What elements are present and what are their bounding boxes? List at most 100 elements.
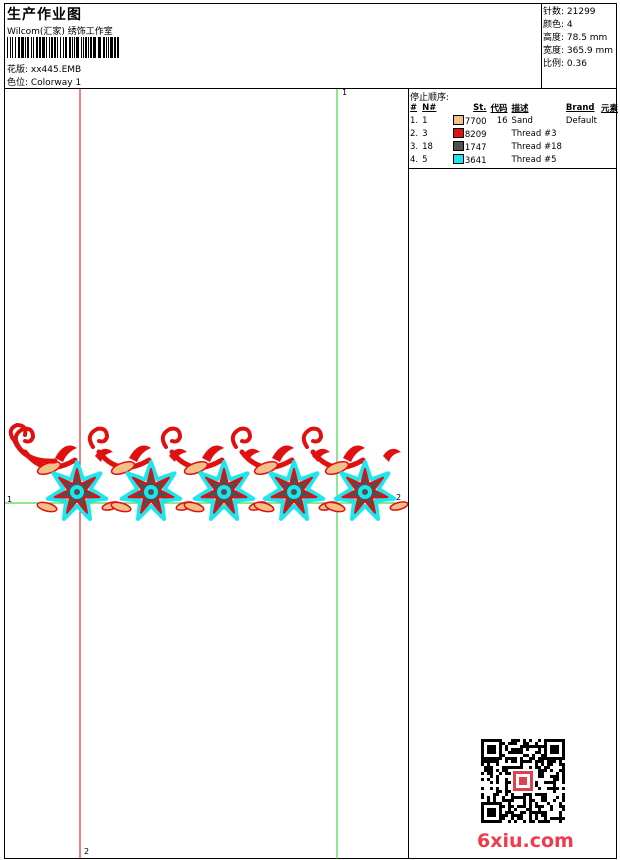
qr-module <box>550 760 553 763</box>
qr-module <box>538 745 541 748</box>
barcode-bar <box>33 37 34 58</box>
print-frame <box>4 3 617 859</box>
qr-module <box>502 799 505 802</box>
qr-module <box>544 766 547 769</box>
qr-module <box>502 805 505 808</box>
qr-module <box>499 790 502 793</box>
qr-module <box>496 763 499 766</box>
thread-code: 7700 <box>464 116 487 127</box>
qr-module <box>562 805 565 808</box>
qr-code[interactable] <box>481 739 565 823</box>
qr-module <box>550 787 553 790</box>
thread-table: # N# St. 代码 描述 Brand 元素 1. 1 7700 16 Sand Def… <box>408 101 620 166</box>
row-needle: 18 <box>422 141 433 152</box>
guide-label-left: 1 <box>7 495 13 504</box>
qr-module <box>487 760 490 763</box>
lower-leaf <box>389 501 408 511</box>
qr-module <box>520 766 523 769</box>
row-index: 4. <box>410 154 419 165</box>
qr-module <box>514 820 517 823</box>
qr-module <box>541 760 544 763</box>
qr-module <box>505 787 508 790</box>
barcode-bar <box>54 37 56 58</box>
qr-module <box>559 805 562 808</box>
qr-module <box>553 760 556 763</box>
color-count: 颜色: 4 <box>543 20 573 30</box>
qr-module <box>532 820 535 823</box>
row-stitches <box>489 153 510 166</box>
row-index: 1. <box>410 115 419 126</box>
barcode-bar <box>108 37 109 58</box>
qr-module <box>520 748 523 751</box>
row-brand: Default <box>565 115 597 126</box>
qr-module <box>511 817 514 820</box>
qr-module <box>505 814 508 817</box>
row-description: Thread #3 <box>511 128 557 139</box>
qr-module <box>559 817 562 820</box>
qr-module <box>544 817 547 820</box>
qr-module <box>541 757 544 760</box>
qr-module <box>523 760 526 763</box>
thread-swatch <box>452 140 464 151</box>
qr-module <box>511 760 514 763</box>
qr-module <box>556 796 559 799</box>
qr-module <box>562 775 565 778</box>
sand-leaf <box>253 461 279 475</box>
qr-module <box>511 796 514 799</box>
barcode-bar <box>85 37 87 58</box>
curl-scroll <box>13 426 36 449</box>
qr-module <box>505 811 508 814</box>
barcode-bar <box>7 37 8 58</box>
studio-name: Wilcom(汇家) 绣饰工作室 <box>7 27 113 37</box>
qr-module <box>535 802 538 805</box>
barcode-bar <box>117 37 119 58</box>
qr-module <box>508 820 511 823</box>
qr-module <box>496 769 499 772</box>
design-stats: 针数: 21299 颜色: 4 高度: 78.5 mm 宽度: 365.9 mm… <box>543 6 613 71</box>
qr-module <box>523 820 526 823</box>
qr-module <box>535 805 538 808</box>
qr-module <box>514 742 517 745</box>
qr-module <box>562 766 565 769</box>
watermark-logo[interactable]: 6xiu.com <box>477 830 574 852</box>
qr-module <box>553 775 556 778</box>
flower-core <box>362 489 368 495</box>
qr-module <box>535 766 538 769</box>
qr-module <box>526 808 529 811</box>
qr-module <box>544 769 547 772</box>
qr-module <box>559 763 562 766</box>
qr-module <box>496 787 499 790</box>
qr-module <box>529 802 532 805</box>
qr-module <box>508 802 511 805</box>
qr-module <box>514 766 517 769</box>
qr-module <box>553 817 556 820</box>
qr-module <box>529 805 532 808</box>
curl-scroll <box>230 426 253 449</box>
qr-module <box>559 769 562 772</box>
barcode-bar <box>21 37 24 58</box>
qr-module <box>508 781 511 784</box>
design-canvas <box>5 89 408 859</box>
qr-module <box>529 814 532 817</box>
qr-logo-mark <box>519 777 527 785</box>
red-leaf-top <box>343 445 365 462</box>
qr-module <box>505 745 508 748</box>
row-needle: 1 <box>422 115 428 126</box>
curl-scroll <box>160 426 183 449</box>
qr-module <box>541 772 544 775</box>
barcode-bar <box>81 37 82 58</box>
barcode-bar <box>90 37 92 58</box>
qr-module <box>538 766 541 769</box>
barcode-bar <box>114 37 116 58</box>
qr-finder <box>550 745 559 754</box>
qr-module <box>541 763 544 766</box>
barcode-bar <box>72 37 73 58</box>
qr-module <box>529 793 532 796</box>
qr-module <box>535 760 538 763</box>
barcode-bar <box>49 37 50 58</box>
qr-module <box>538 805 541 808</box>
qr-module <box>541 799 544 802</box>
qr-module <box>493 760 496 763</box>
qr-module <box>517 751 520 754</box>
qr-module <box>481 772 484 775</box>
